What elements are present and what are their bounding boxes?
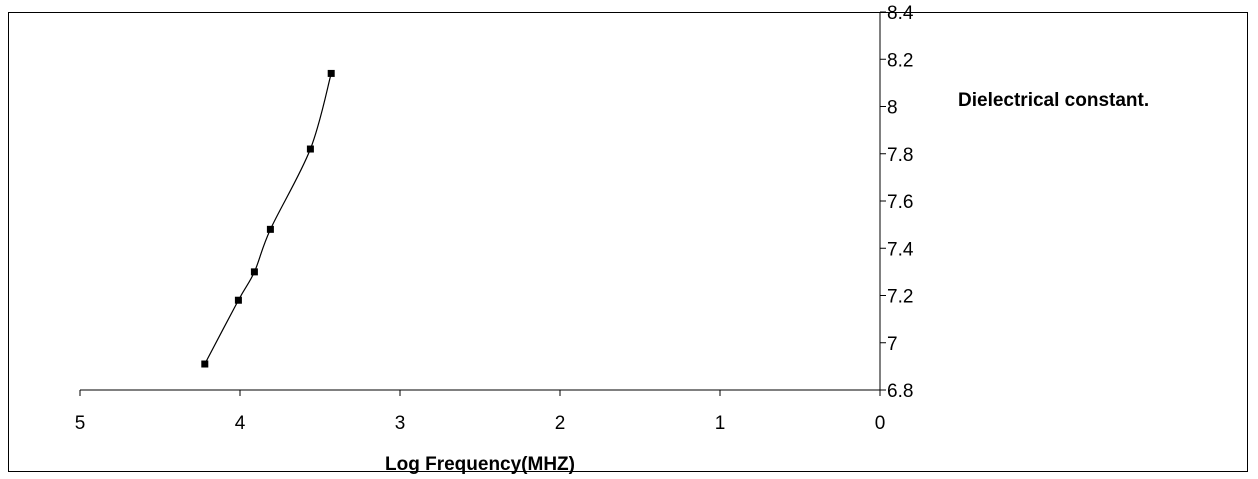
y-axis: 8.4 8.2 8 7.8 7.6 7.4 7.2 7 6.8 Dielectrical con… bbox=[879, 3, 1149, 402]
plot-area bbox=[201, 69, 335, 368]
y-tick-label: 7.4 bbox=[887, 239, 914, 260]
x-tick-label: 4 bbox=[235, 413, 246, 434]
x-tick-label: 0 bbox=[875, 413, 886, 434]
x-tick-label: 3 bbox=[395, 413, 406, 434]
data-point-marker bbox=[250, 268, 258, 276]
y-tick-label: 7 bbox=[887, 334, 898, 355]
y-tick-label: 7.6 bbox=[887, 192, 913, 213]
series-line bbox=[204, 73, 332, 365]
x-tick-label: 2 bbox=[555, 413, 566, 434]
y-tick-label: 6.8 bbox=[887, 381, 913, 402]
y-axis-title: Dielectrical constant. bbox=[958, 90, 1149, 111]
y-tick-label: 8.4 bbox=[887, 3, 914, 24]
x-tick-label: 5 bbox=[75, 413, 86, 434]
y-tick-label: 8.2 bbox=[887, 50, 913, 71]
x-axis-title: Log Frequency(MHZ) bbox=[385, 454, 575, 475]
chart-frame bbox=[8, 12, 1248, 472]
data-point-marker bbox=[306, 145, 314, 153]
y-tick-label: 7.8 bbox=[887, 145, 913, 166]
y-tick-label: 8 bbox=[887, 98, 898, 119]
x-axis: 5 4 3 2 1 0 Log Frequency(MHZ) bbox=[75, 389, 886, 475]
data-point-marker bbox=[266, 225, 274, 233]
data-point-marker bbox=[234, 296, 242, 304]
data-point-marker bbox=[201, 360, 209, 368]
data-point-marker bbox=[327, 69, 335, 77]
x-tick-label: 1 bbox=[715, 413, 726, 434]
y-tick-label: 7.2 bbox=[887, 287, 913, 308]
